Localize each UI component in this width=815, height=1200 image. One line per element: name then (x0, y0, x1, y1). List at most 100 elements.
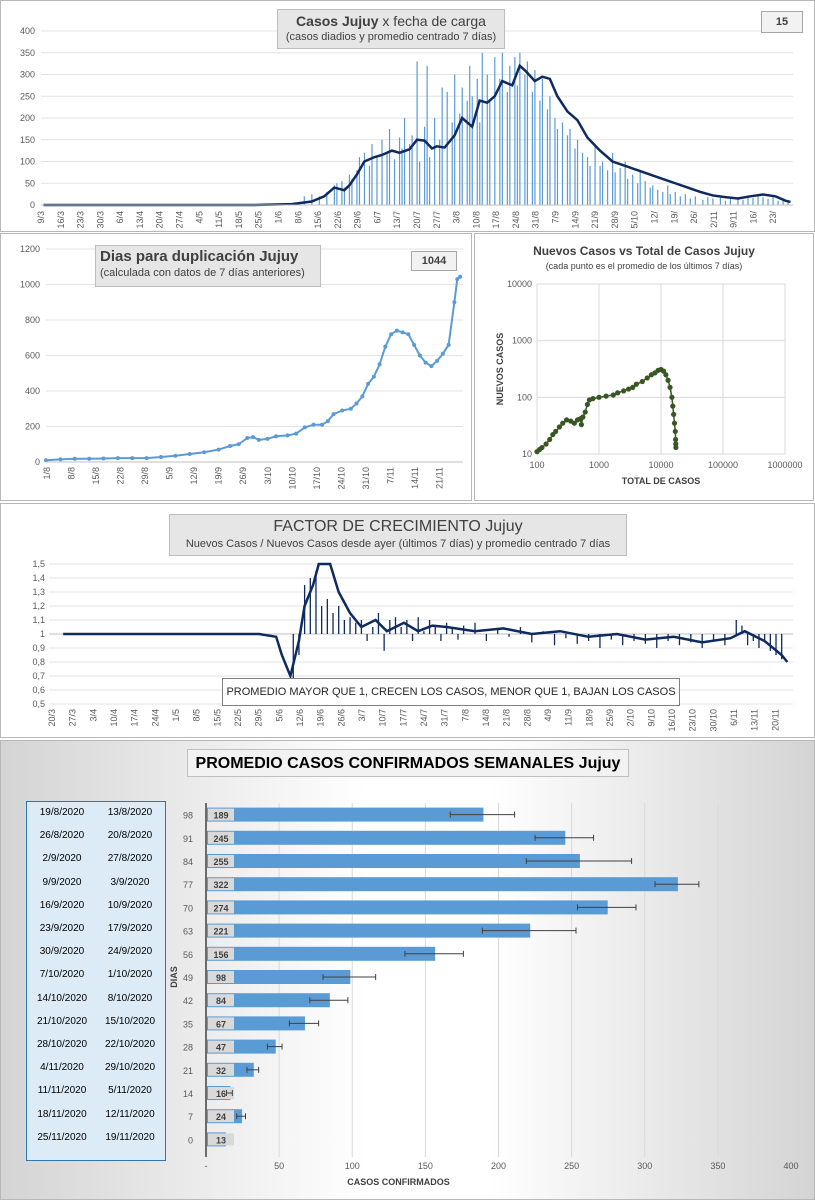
growth-bar (366, 634, 368, 641)
x-tick-label: 100 (529, 460, 544, 470)
y-tick-label: 1,3 (32, 587, 45, 597)
daily-bar (494, 57, 496, 205)
growth-bar (735, 620, 737, 634)
y-tick-label: 200 (20, 113, 35, 123)
x-tick-label: 30/10 (708, 709, 718, 732)
scatter-point (578, 422, 584, 428)
daily-bar (303, 196, 305, 205)
doubling-point (320, 422, 325, 427)
x-tick-label: 2/11 (709, 211, 719, 228)
doubling-point (458, 274, 463, 279)
dias-label: 35 (183, 1019, 193, 1029)
week-end-date: 26/8/2020 (39, 830, 85, 842)
growth-bar (565, 634, 567, 639)
y-tick-label: 0,7 (32, 671, 45, 681)
doubling-point (412, 342, 417, 347)
daily-bar (707, 197, 709, 205)
growth-bar (406, 620, 408, 634)
doubling-point (455, 277, 460, 282)
week-end-date: 7/10/2020 (39, 969, 85, 981)
x-tick-label: 8/5 (192, 709, 202, 722)
x-tick-label: 30/3 (95, 211, 105, 229)
daily-bar (767, 198, 769, 205)
daily-bar (326, 191, 328, 205)
doubling-point (311, 422, 316, 427)
growth-annotation: PROMEDIO MAYOR QUE 1, CRECEN LOS CASOS, … (222, 678, 680, 706)
x-tick-label: 23/ (768, 211, 778, 224)
doubling-point (417, 353, 422, 358)
x-tick-label: 23/3 (76, 211, 86, 229)
growth-bar (610, 634, 612, 640)
growth-bar (372, 627, 374, 634)
weekly-bar (207, 877, 678, 892)
daily-bar (787, 201, 789, 205)
week-end-date: 25/11/2020 (37, 1131, 87, 1143)
doubling-point (394, 328, 399, 333)
doubling-line (45, 275, 461, 462)
dias-label: 98 (183, 811, 193, 821)
value-label-bg (208, 901, 234, 914)
x-tick-label: 1000000 (767, 460, 802, 470)
x-tick-label: 24/10 (336, 467, 346, 490)
daily-bar (601, 161, 604, 205)
x-tick-label: 26/9 (238, 467, 248, 485)
x-tick-label: 15/5 (212, 709, 222, 727)
growth-bar (701, 634, 703, 648)
doubling-point (256, 437, 261, 442)
value-label: 67 (216, 1019, 226, 1029)
daily-bar (451, 122, 453, 205)
doubling-point (130, 456, 135, 461)
growth-bar (678, 634, 681, 646)
daily-bar (627, 178, 629, 205)
growth-bar (752, 634, 754, 641)
value-label-bg (208, 1040, 234, 1053)
daily-bar (581, 152, 584, 205)
daily-bar (459, 113, 461, 205)
x-tick-label: 300 (637, 1161, 652, 1171)
scatter-point (673, 444, 679, 451)
doubling-point (446, 342, 451, 347)
week-start-date: 3/9/2020 (110, 876, 150, 888)
growth-bar (764, 634, 766, 643)
value-label-bg (208, 1110, 234, 1123)
daily-bar (368, 165, 371, 205)
daily-cases-subtitle: (casos diadios y promedio centrado 7 día… (285, 31, 497, 43)
weekly-bar (207, 970, 351, 984)
week-start-date: 19/11/2020 (105, 1131, 155, 1143)
growth-bar (445, 622, 448, 634)
daily-bar (363, 152, 366, 205)
daily-bar (762, 197, 764, 205)
doubling-title-box: Dias para duplicación Jujuy (calculada c… (95, 245, 321, 287)
growth-bar (758, 634, 760, 648)
daily-bar (657, 189, 659, 205)
scatter-point (671, 411, 677, 417)
daily-bar (624, 161, 626, 205)
scatter-point (663, 372, 669, 378)
doubling-point (340, 408, 345, 413)
x-tick-label: 16/3 (56, 211, 66, 229)
week-date-table: 19/8/2020 13/8/2020 26/8/2020 20/8/2020 2/9/… (26, 801, 166, 1161)
daily-bar (476, 78, 478, 205)
daily-bar (336, 183, 338, 205)
growth-bar (531, 634, 533, 643)
growth-bar (332, 613, 334, 634)
x-tick-label: 3/4 (88, 709, 98, 722)
daily-bar (669, 194, 671, 205)
x-tick-label: 22/5 (233, 709, 243, 727)
x-tick-label: 27/3 (68, 709, 78, 727)
scatter-line (536, 368, 677, 453)
doubling-point (377, 362, 382, 367)
week-start-date: 10/9/2020 (107, 899, 153, 911)
x-tick-label: 21/8 (502, 709, 512, 727)
x-tick-label: 28/8 (522, 709, 532, 727)
daily-bar (381, 139, 383, 205)
daily-bar (576, 139, 579, 205)
doubling-point (101, 456, 106, 461)
scatter-subtitle: (cada punto es el promedio de los último… (545, 261, 743, 271)
y-tick-label: 0,9 (32, 643, 45, 653)
daily-bar (333, 185, 335, 205)
daily-bar (454, 74, 456, 205)
x-tick-label: 10000 (648, 460, 673, 470)
value-label: 32 (216, 1066, 226, 1076)
week-end-date: 21/10/2020 (36, 1015, 88, 1027)
